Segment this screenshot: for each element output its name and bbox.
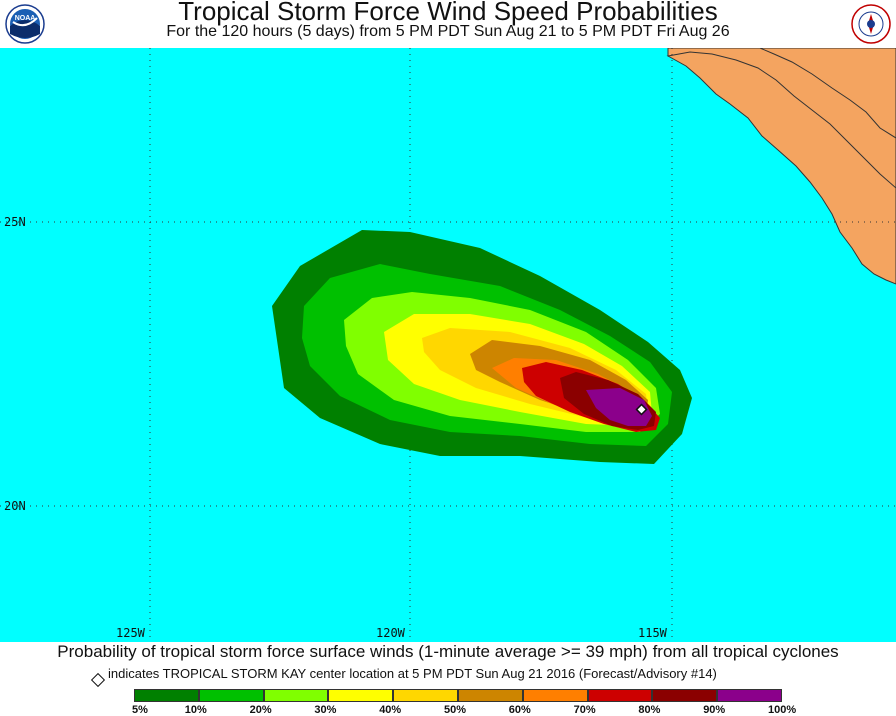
lon-label-120: 120W [376, 626, 405, 640]
probability-contours [272, 230, 692, 464]
legend-swatch-2 [198, 689, 264, 702]
legend-label-2: 10% [184, 704, 207, 716]
contour-90 [586, 388, 652, 426]
noaa-logo: NOAA [5, 4, 45, 44]
storm-center-marker [635, 403, 648, 416]
lat-lon-grid [0, 48, 896, 646]
legend-label-8: 70% [573, 704, 596, 716]
legend-swatch-6 [458, 689, 523, 702]
legend-swatch-3 [263, 689, 329, 702]
legend-label-4: 30% [314, 704, 337, 716]
legend-label-3: 20% [249, 704, 272, 716]
lon-label-115: 115W [638, 626, 667, 640]
legend-swatch-4 [328, 689, 394, 702]
legend-label-7: 60% [508, 704, 531, 716]
probability-map [0, 48, 896, 646]
legend-swatch-7 [522, 689, 588, 702]
legend-swatch-9 [652, 689, 718, 702]
header: NOAA Tropical Storm Force Wind Speed Pro… [0, 0, 896, 48]
footer: Probability of tropical storm force surf… [0, 642, 896, 716]
map-title: Tropical Storm Force Wind Speed Probabil… [178, 0, 718, 26]
land-baja-peninsula [666, 48, 896, 285]
legend-swatch-1 [134, 689, 199, 702]
legend-label-10: 90% [703, 704, 726, 716]
lat-label-25: 25N [4, 215, 26, 229]
legend-label-6: 50% [444, 704, 467, 716]
land-mainland [759, 48, 896, 139]
map-caption: Probability of tropical storm force surf… [57, 642, 839, 661]
map-area: 25N 20N 125W 120W 115W [0, 48, 896, 646]
storm-marker-legend-icon [90, 672, 106, 688]
legend-label-5: 40% [379, 704, 402, 716]
lat-label-20: 20N [4, 499, 26, 513]
lon-label-125: 125W [116, 626, 145, 640]
map-subtitle: For the 120 hours (5 days) from 5 PM PDT… [166, 23, 730, 40]
legend-swatch-10 [717, 689, 782, 702]
storm-note: indicates TROPICAL STORM KAY center loca… [108, 666, 717, 681]
nws-logo [851, 4, 891, 44]
legend-label-1: 5% [132, 704, 148, 716]
legend-swatch-8 [587, 689, 653, 702]
legend-label-9: 80% [638, 704, 661, 716]
svg-text:NOAA: NOAA [15, 15, 36, 22]
legend-swatch-5 [393, 689, 458, 702]
legend-label-11: 100% [768, 704, 797, 716]
